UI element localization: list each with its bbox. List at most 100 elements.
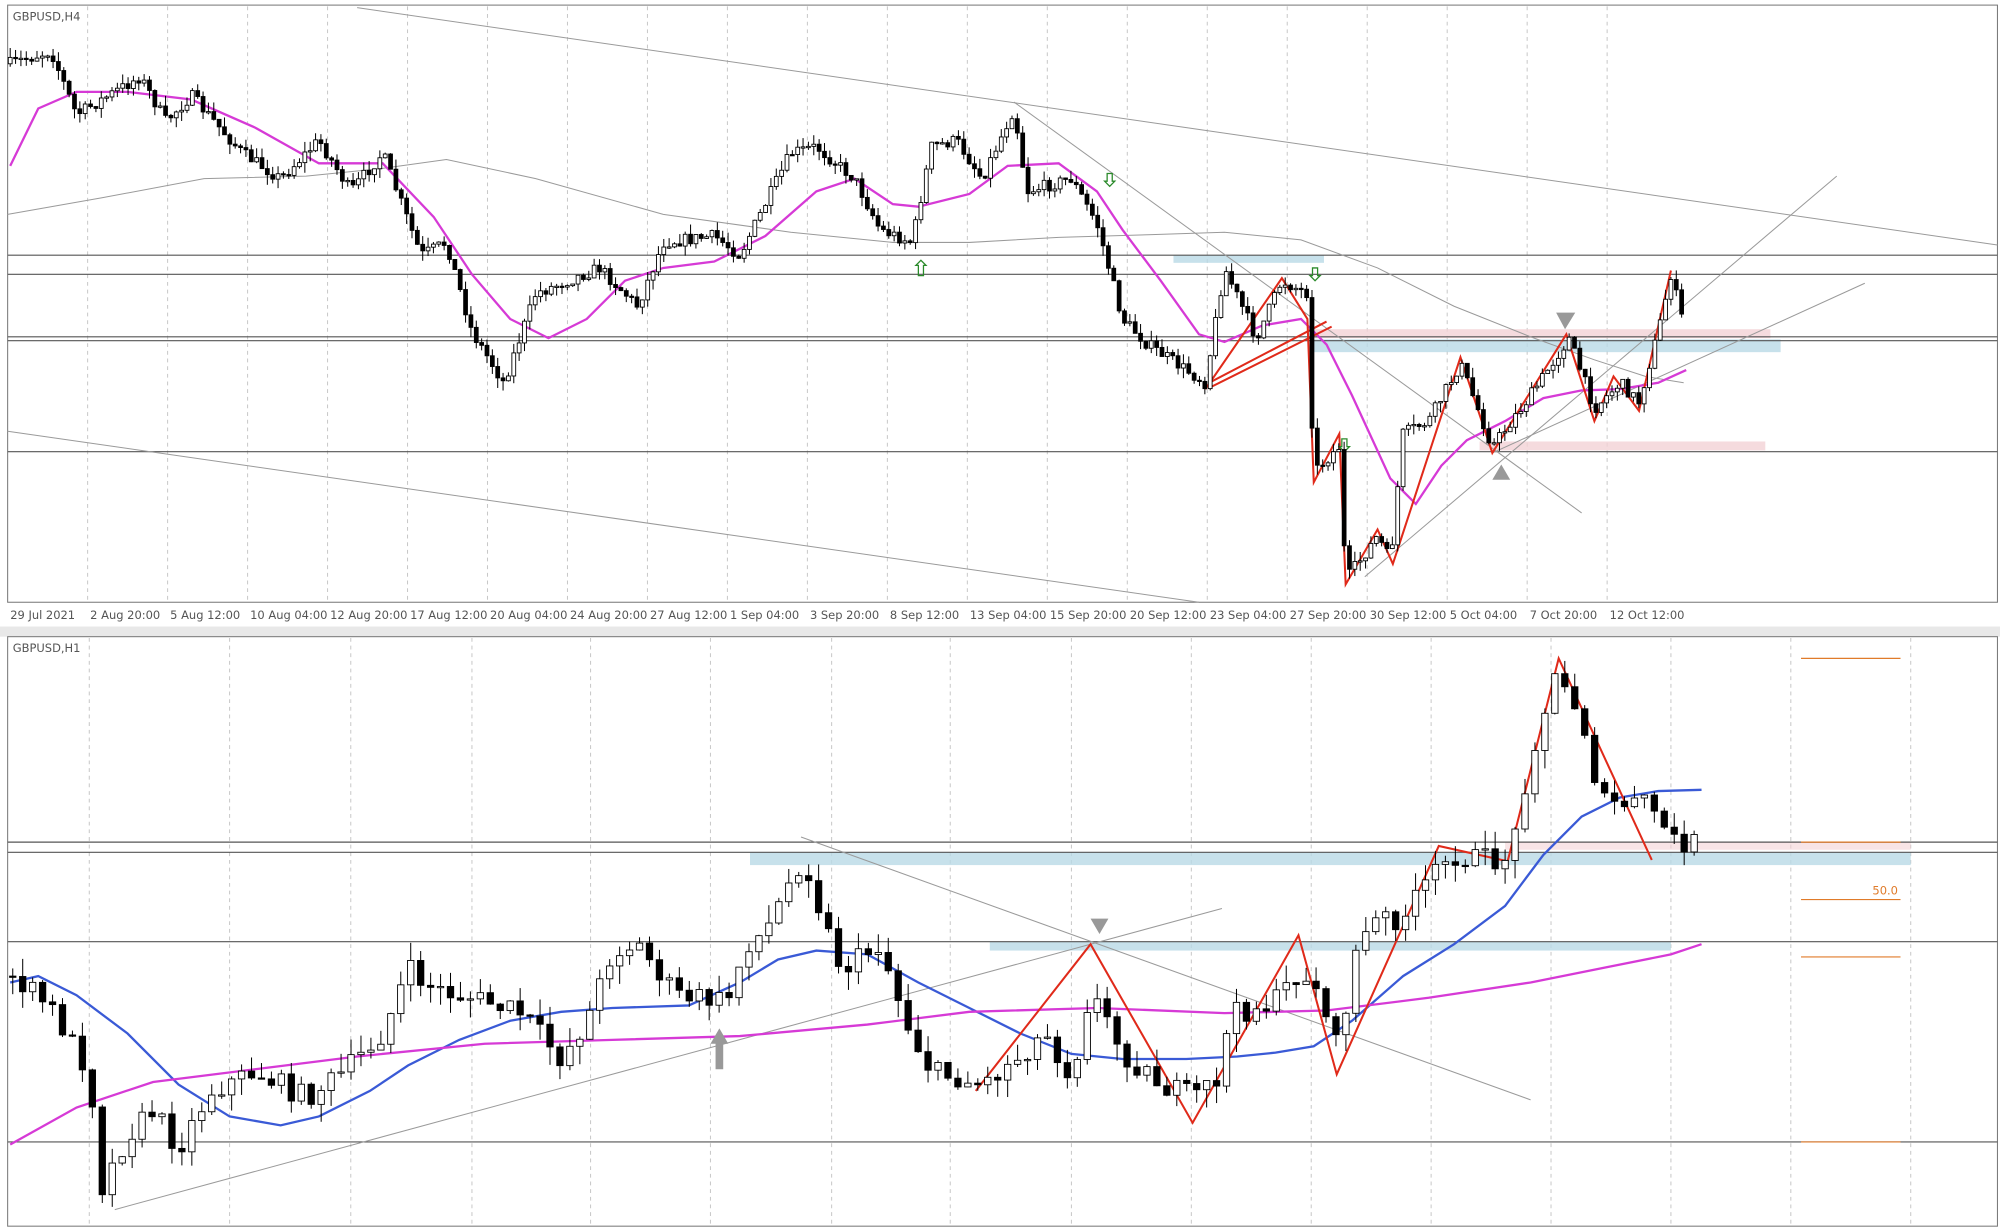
candle-body xyxy=(1132,321,1138,334)
candle-body xyxy=(1541,712,1549,751)
candle-body xyxy=(125,83,131,89)
candle-body xyxy=(1511,828,1519,861)
candle-body xyxy=(645,942,654,961)
candle-body xyxy=(1292,982,1300,986)
candle-body xyxy=(267,1078,276,1086)
candle-body xyxy=(500,377,506,382)
candle-body xyxy=(834,928,843,967)
candle-body xyxy=(516,1000,524,1016)
candle-body xyxy=(1202,380,1208,390)
candle-body xyxy=(489,355,495,367)
candle-body xyxy=(291,166,297,176)
candle-body xyxy=(38,981,47,1003)
candle-body xyxy=(1422,425,1427,428)
candle-body xyxy=(1610,792,1619,802)
candle-body xyxy=(1033,1037,1042,1060)
candle-body xyxy=(1173,1079,1181,1096)
candle-body xyxy=(441,241,447,246)
candle-body xyxy=(436,986,445,989)
candle-body xyxy=(843,162,849,176)
candle-body xyxy=(1401,915,1410,931)
candle-body xyxy=(695,989,703,1002)
candle-body xyxy=(1427,415,1433,427)
candle-body xyxy=(556,1046,564,1067)
candle-body xyxy=(768,186,774,206)
candle-body xyxy=(848,174,854,181)
candle-body xyxy=(1550,364,1556,371)
candle-body xyxy=(198,1111,206,1122)
candle-body xyxy=(897,231,902,244)
candle-body xyxy=(1153,1066,1161,1087)
candle-body xyxy=(361,169,367,180)
x-axis-label: 5 Aug 12:00 xyxy=(170,608,240,622)
arrow-marker xyxy=(710,1028,729,1070)
candle-body xyxy=(1245,305,1251,314)
candle-body xyxy=(1491,442,1497,445)
candle-body xyxy=(1464,362,1470,379)
candle-body xyxy=(1293,287,1299,291)
trend-line xyxy=(1492,282,1866,454)
candle-body xyxy=(548,285,554,295)
candle-body xyxy=(495,366,501,379)
candle-body xyxy=(1673,279,1679,291)
candle-body xyxy=(407,960,415,986)
candle-body xyxy=(805,875,813,882)
candle-body xyxy=(755,935,763,953)
candle-body xyxy=(954,1077,962,1088)
candle-body xyxy=(1448,382,1454,385)
candle-body xyxy=(675,977,683,991)
candle-body xyxy=(1531,750,1539,795)
candle-body xyxy=(479,342,484,346)
candle-body xyxy=(39,55,45,59)
candle-body xyxy=(972,163,977,170)
candle-body xyxy=(1013,1059,1022,1065)
candle-body xyxy=(1620,800,1629,808)
top-x-axis: 29 Jul 2021 2 Aug 20:00 5 Aug 12:00 10 Aug … xyxy=(10,608,1684,622)
candle-body xyxy=(98,1106,106,1196)
candle-body xyxy=(206,111,211,114)
candle-body xyxy=(1657,319,1663,341)
candle-body xyxy=(1663,298,1668,321)
candle-body xyxy=(785,882,793,903)
candle-body xyxy=(961,138,967,155)
candle-body xyxy=(1461,864,1469,868)
candle-body xyxy=(1336,449,1342,453)
candle-body xyxy=(1347,545,1352,570)
arrow-marker xyxy=(1492,464,1511,480)
zone xyxy=(1479,441,1766,451)
candle-body xyxy=(18,57,24,60)
candle-body xyxy=(275,173,281,180)
candle-body xyxy=(1373,536,1379,544)
candle-body xyxy=(88,103,93,107)
candle-body xyxy=(393,168,399,191)
candle-body xyxy=(1193,1083,1201,1091)
candle-body xyxy=(1581,708,1589,736)
candle-body xyxy=(1212,1080,1221,1087)
candle-body xyxy=(1352,561,1358,570)
candle-body xyxy=(77,108,83,115)
candle-body xyxy=(1652,339,1658,369)
candle-body xyxy=(152,90,158,108)
candle-body xyxy=(581,274,586,280)
candle-body xyxy=(452,258,458,270)
candle-body xyxy=(138,1111,146,1140)
candle-body xyxy=(61,70,67,82)
candle-body xyxy=(1486,428,1492,444)
candle-body xyxy=(45,55,51,58)
candle-body xyxy=(1670,826,1678,835)
candle-body xyxy=(1266,303,1272,322)
candle-body xyxy=(844,965,853,973)
x-axis-label: 12 Oct 12:00 xyxy=(1610,608,1685,622)
candle-body xyxy=(747,235,752,250)
candle-body xyxy=(618,287,624,292)
x-axis-label: 20 Aug 04:00 xyxy=(490,608,567,622)
candle-body xyxy=(824,912,833,930)
candle-body xyxy=(693,234,699,245)
candle-body xyxy=(720,237,726,243)
candle-body xyxy=(988,157,993,179)
candle-body xyxy=(672,243,677,248)
zone xyxy=(1313,329,1771,339)
candle-body xyxy=(350,179,356,186)
candle-body xyxy=(745,951,753,968)
candle-body xyxy=(414,229,420,245)
